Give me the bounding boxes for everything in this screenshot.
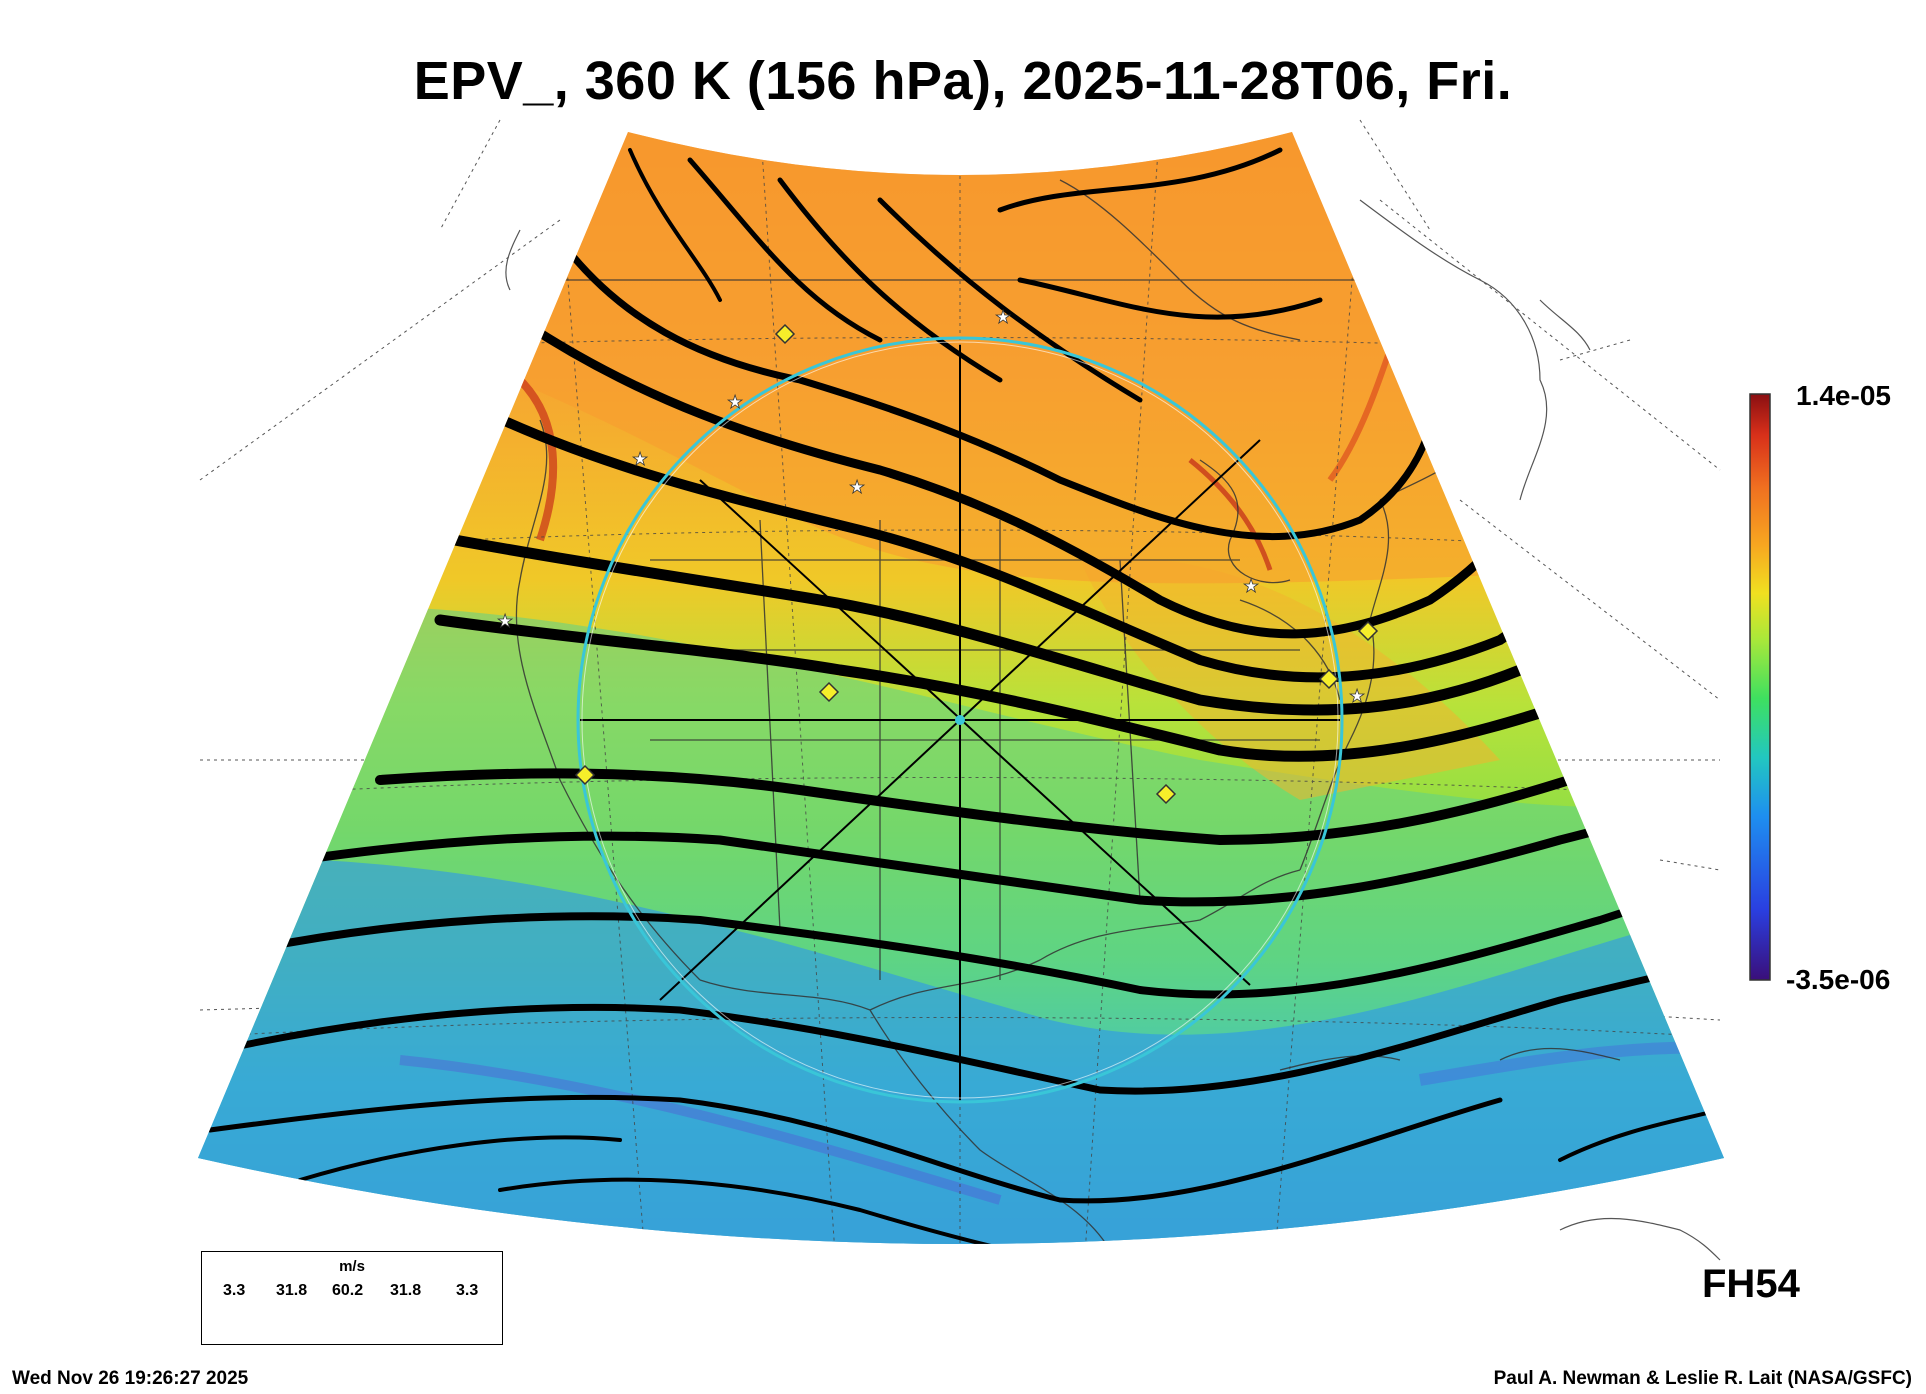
svg-text:★: ★ (1465, 308, 1481, 329)
svg-text:★: ★ (1470, 525, 1486, 546)
colorbar-max-label: 1.4e-05 (1796, 380, 1891, 411)
wind-legend-value: 3.3 (456, 1282, 479, 1299)
credit-line: Paul A. Newman & Leslie R. Lait (NASA/GS… (1493, 1368, 1912, 1389)
generated-timestamp: Wed Nov 26 19:26:27 2025 (12, 1368, 249, 1389)
svg-text:★: ★ (497, 611, 513, 632)
chart-title: EPV_, 360 K (156 hPa), 2025-11-28T06, Fr… (413, 51, 1513, 111)
range-ring (576, 336, 1344, 1104)
svg-text:★: ★ (632, 449, 648, 470)
svg-text:★: ★ (727, 392, 743, 413)
wind-legend-unit: m/s (339, 1258, 365, 1275)
wind-legend-value: 31.8 (276, 1282, 308, 1299)
colorbar-min-label: -3.5e-06 (1786, 964, 1891, 995)
epv-field: ★ ★ ★ ★ ★ ★ ★ ★ ★ (198, 132, 1724, 1244)
wind-legend-value: 31.8 (390, 1282, 422, 1299)
colorbar (1749, 393, 1771, 981)
wind-speed-legend: m/s 3.3 31.8 60.2 31.8 3.3 (201, 1251, 503, 1345)
svg-text:★: ★ (995, 307, 1011, 328)
wind-legend-value: 3.3 (223, 1282, 246, 1299)
forecast-hour-label: FH54 (1702, 1262, 1800, 1306)
wind-legend-value: 60.2 (332, 1282, 364, 1299)
svg-text:★: ★ (849, 477, 865, 498)
outer-coastlines (505, 199, 1721, 1261)
svg-text:★: ★ (1243, 576, 1259, 597)
svg-text:★: ★ (1349, 686, 1365, 707)
